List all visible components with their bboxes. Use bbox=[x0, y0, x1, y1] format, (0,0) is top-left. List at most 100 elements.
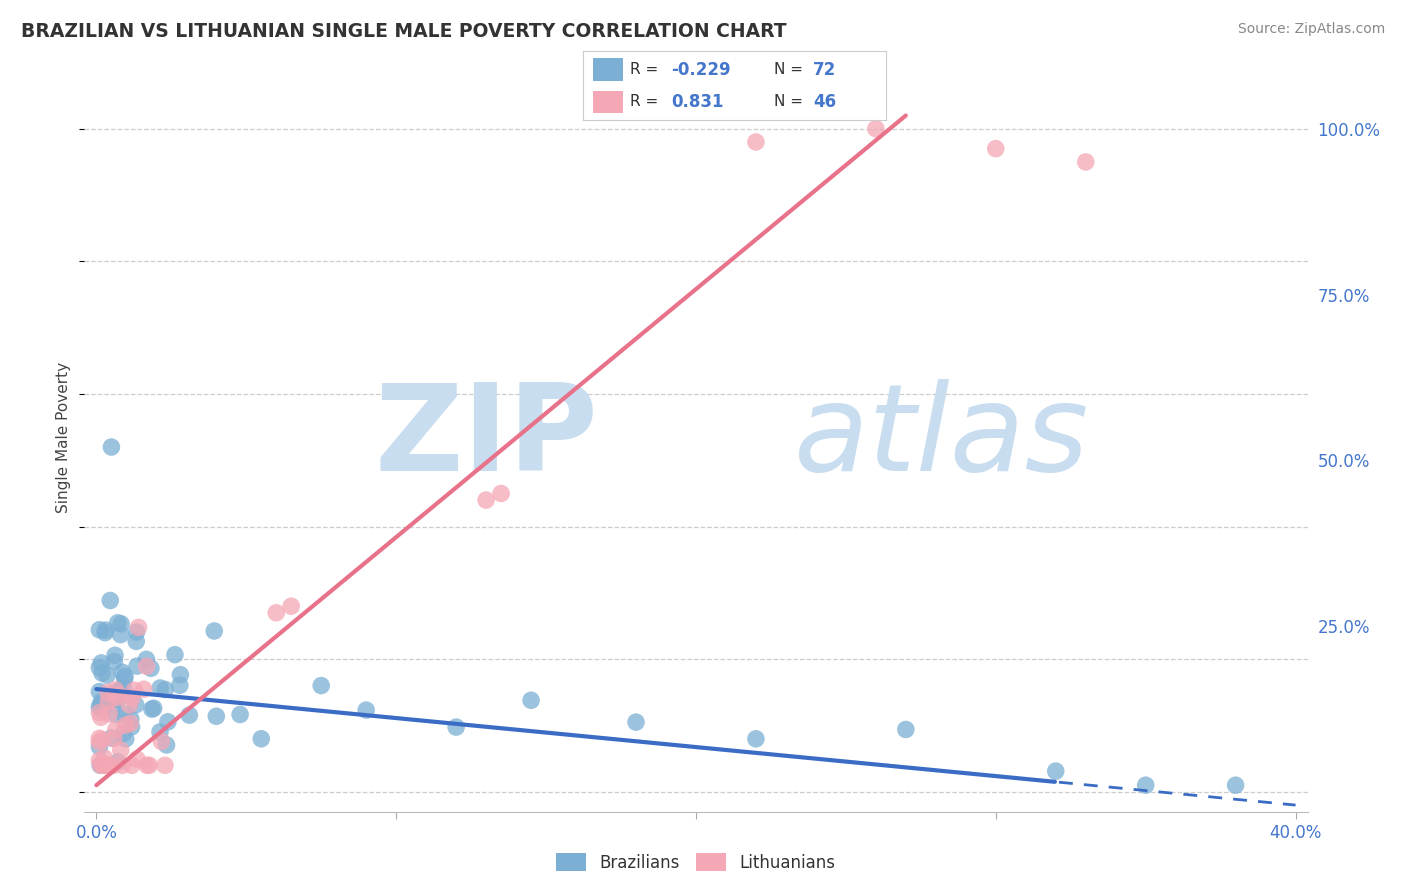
Point bbox=[138, 758, 160, 772]
Point bbox=[354, 703, 377, 717]
Point bbox=[205, 709, 228, 723]
Text: -0.229: -0.229 bbox=[671, 61, 731, 78]
Point bbox=[125, 659, 148, 673]
Point bbox=[110, 627, 132, 641]
Point bbox=[103, 731, 125, 746]
Point bbox=[90, 710, 112, 724]
Text: R =: R = bbox=[630, 62, 664, 77]
Point bbox=[90, 656, 112, 670]
Point bbox=[91, 666, 114, 681]
Point bbox=[96, 694, 118, 708]
Point bbox=[114, 669, 136, 683]
Point bbox=[624, 715, 647, 730]
Point bbox=[94, 623, 117, 637]
Point bbox=[91, 758, 114, 772]
Point bbox=[105, 707, 128, 722]
Point bbox=[125, 752, 148, 766]
Point bbox=[153, 758, 176, 772]
Legend: Brazilians, Lithuanians: Brazilians, Lithuanians bbox=[550, 847, 842, 879]
Point bbox=[120, 716, 142, 731]
Point bbox=[108, 688, 131, 702]
Text: atlas: atlas bbox=[794, 378, 1090, 496]
Point bbox=[96, 668, 118, 682]
Point bbox=[894, 723, 917, 737]
Text: N =: N = bbox=[773, 62, 808, 77]
Point bbox=[149, 725, 172, 739]
Point bbox=[98, 691, 121, 706]
Point bbox=[108, 683, 131, 698]
Point bbox=[118, 698, 141, 712]
Point bbox=[89, 753, 111, 767]
Point bbox=[112, 681, 135, 695]
Point bbox=[93, 701, 115, 715]
Point bbox=[309, 679, 332, 693]
Point bbox=[125, 625, 148, 640]
Point bbox=[142, 701, 165, 715]
Point bbox=[89, 758, 111, 772]
Point bbox=[141, 702, 163, 716]
Point bbox=[156, 714, 179, 729]
Text: 46: 46 bbox=[813, 93, 837, 111]
Point bbox=[202, 624, 225, 638]
Point bbox=[128, 620, 150, 634]
Point bbox=[97, 694, 120, 708]
Point bbox=[90, 758, 112, 772]
Point bbox=[94, 625, 117, 640]
Point bbox=[169, 678, 191, 692]
Text: Source: ZipAtlas.com: Source: ZipAtlas.com bbox=[1237, 22, 1385, 37]
Point bbox=[865, 121, 887, 136]
Point bbox=[169, 667, 191, 681]
Point bbox=[112, 726, 135, 740]
Point bbox=[114, 707, 136, 722]
Point bbox=[89, 698, 111, 712]
Point bbox=[229, 707, 252, 722]
Point bbox=[250, 731, 273, 746]
Point bbox=[89, 731, 111, 746]
Point bbox=[139, 661, 162, 675]
Point bbox=[114, 731, 136, 746]
Point bbox=[91, 732, 114, 747]
Y-axis label: Single Male Poverty: Single Male Poverty bbox=[56, 361, 72, 513]
Point bbox=[444, 720, 467, 734]
Point bbox=[97, 758, 120, 772]
Point bbox=[110, 616, 132, 631]
Point bbox=[112, 688, 135, 702]
Point bbox=[155, 738, 177, 752]
Point bbox=[89, 623, 111, 637]
Point bbox=[89, 706, 111, 720]
Point bbox=[135, 652, 157, 666]
Point bbox=[264, 606, 287, 620]
Point bbox=[135, 659, 157, 673]
Text: N =: N = bbox=[773, 95, 808, 109]
Point bbox=[103, 758, 125, 772]
Point bbox=[121, 720, 143, 734]
Point bbox=[155, 682, 177, 697]
Point bbox=[105, 690, 128, 705]
Point bbox=[98, 706, 121, 721]
Point bbox=[100, 440, 122, 454]
Point bbox=[136, 758, 159, 772]
Point bbox=[89, 735, 111, 749]
Text: BRAZILIAN VS LITHUANIAN SINGLE MALE POVERTY CORRELATION CHART: BRAZILIAN VS LITHUANIAN SINGLE MALE POVE… bbox=[21, 22, 787, 41]
Point bbox=[745, 731, 768, 746]
Point bbox=[111, 665, 134, 680]
Point bbox=[1045, 764, 1067, 778]
Point bbox=[520, 693, 543, 707]
Point bbox=[105, 692, 128, 706]
Point bbox=[104, 723, 127, 737]
Point bbox=[984, 142, 1007, 156]
Point bbox=[280, 599, 302, 614]
Point bbox=[179, 708, 201, 723]
Point bbox=[104, 682, 127, 697]
Point bbox=[125, 698, 148, 712]
Point bbox=[150, 734, 173, 748]
Point bbox=[149, 681, 172, 695]
Point bbox=[114, 718, 136, 732]
Text: 72: 72 bbox=[813, 61, 837, 78]
Point bbox=[89, 739, 111, 754]
Bar bbox=[592, 59, 623, 81]
Point bbox=[132, 682, 155, 697]
Point bbox=[103, 655, 125, 669]
Point bbox=[110, 685, 132, 699]
Point bbox=[101, 688, 124, 702]
